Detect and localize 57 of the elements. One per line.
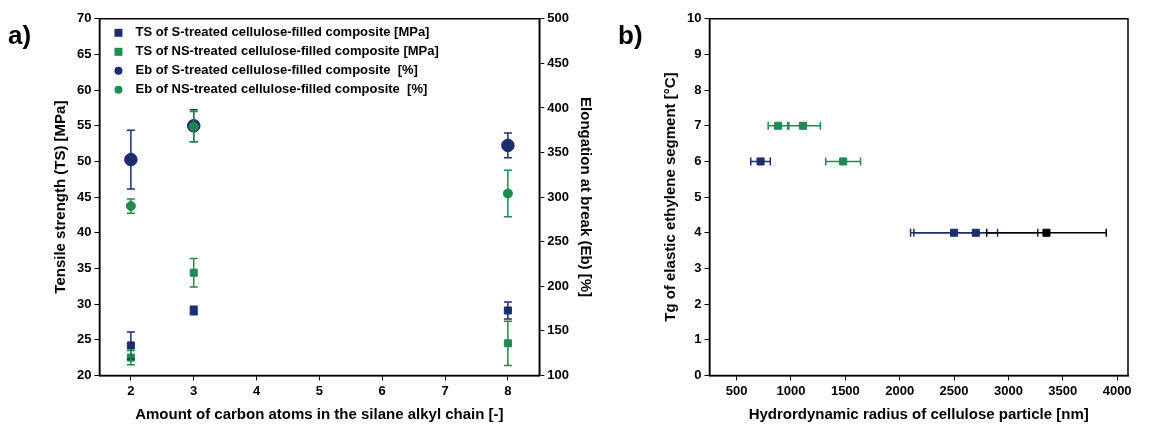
y-tick-label: 8	[694, 81, 702, 97]
y-tick-label: 5	[694, 188, 702, 204]
y-tick-label: 70	[76, 10, 92, 26]
y-tick-label: 2	[694, 295, 702, 311]
y2-tick-label: 200	[547, 277, 570, 293]
y-tick-label: 4	[694, 224, 703, 240]
y-tick-label: 25	[76, 331, 92, 347]
y2-tick-label: 300	[547, 188, 570, 204]
x-tick-label: 6	[378, 382, 386, 398]
x-axis-title: Hydrordynamic radius of cellulose particle [nm]	[748, 405, 1089, 423]
y2-tick-label: 400	[547, 99, 570, 115]
x-tick-label: 4000	[1102, 382, 1132, 398]
y-tick-label: 7	[694, 117, 702, 133]
y-tick-label: 50	[76, 153, 92, 169]
y-tick-label: 65	[76, 46, 92, 62]
x-tick-label: 3500	[1048, 382, 1078, 398]
y2-tick-label: 450	[547, 54, 570, 70]
y-tick-label: 6	[694, 153, 702, 169]
y2-axis-title: Elongation at break (Eb) [%]	[577, 97, 595, 298]
x-axis-title: Amount of carbon atoms in the silane alkyl chain [-]	[135, 405, 504, 423]
x-tick-label: 2	[127, 382, 135, 398]
y-tick-label: 1	[694, 331, 702, 347]
legend-label: TS of S-treated cellulose-filled composite [MPa]	[135, 24, 430, 40]
x-tick-label: 7	[441, 382, 449, 398]
x-tick-label: 2000	[885, 382, 915, 398]
y-tick-label: 35	[76, 260, 92, 275]
y2-tick-label: 350	[547, 144, 570, 160]
x-tick-label: 8	[504, 382, 512, 398]
legend-label: Eb of S-treated cellulose-filled composite [%]	[135, 62, 418, 78]
x-tick-label: 1500	[830, 382, 860, 398]
y-tick-label: 10	[686, 10, 702, 26]
y-tick-label: 55	[76, 117, 92, 133]
x-tick-label: 2500	[939, 382, 969, 398]
legend-label: TS of NS-treated cellulose-filled composite [MPa]	[135, 43, 439, 59]
y-tick-label: 3	[694, 260, 702, 275]
y-tick-label: 0	[694, 366, 702, 382]
y-axis-title: Tg of elastic ethylene segment [°C]	[661, 72, 679, 322]
y-tick-label: 9	[694, 46, 702, 62]
x-tick-label: 5	[315, 382, 323, 398]
y-tick-label: 45	[76, 188, 92, 204]
chart-title: b)	[618, 19, 644, 52]
x-tick-label: 500	[725, 382, 748, 398]
y-tick-label: 30	[76, 295, 92, 311]
y-tick-label: 60	[76, 81, 92, 97]
x-tick-label: 3000	[993, 382, 1023, 398]
y2-tick-label: 150	[547, 322, 570, 338]
x-tick-label: 3	[190, 382, 198, 398]
chart-title: a)	[8, 19, 33, 52]
y2-tick-label: 100	[547, 366, 570, 382]
y2-tick-label: 500	[547, 10, 570, 26]
y2-tick-label: 250	[547, 233, 570, 249]
y-tick-label: 40	[76, 224, 92, 240]
y-axis-title: Tensile strength (TS) [MPa]	[51, 100, 69, 294]
y-tick-label: 20	[76, 366, 92, 382]
x-tick-label: 1000	[776, 382, 806, 398]
x-tick-label: 4	[252, 382, 261, 398]
legend-label: Eb of NS-treated cellulose-filled composite [%]	[135, 81, 428, 97]
